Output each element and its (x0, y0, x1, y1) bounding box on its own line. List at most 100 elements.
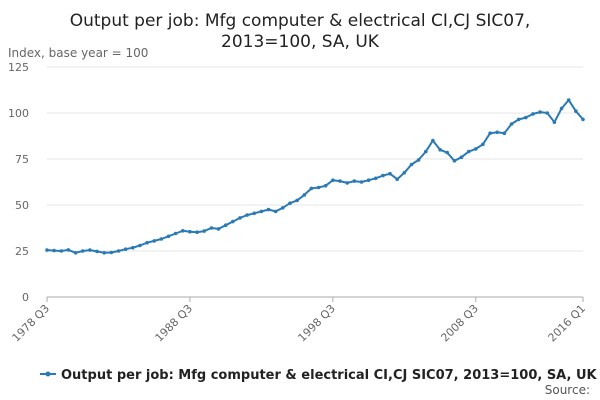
data-point[interactable] (395, 177, 400, 181)
series-group (45, 98, 585, 255)
data-point[interactable] (552, 120, 557, 124)
chart-title-line-1: Output per job: Mfg computer & electrica… (70, 11, 531, 31)
data-point[interactable] (216, 227, 221, 231)
data-point[interactable] (381, 173, 385, 178)
data-point[interactable] (366, 178, 371, 182)
data-point[interactable] (516, 117, 521, 122)
data-point[interactable] (281, 206, 285, 210)
data-point[interactable] (388, 171, 392, 176)
data-point[interactable] (202, 229, 206, 233)
data-point[interactable] (416, 158, 421, 162)
y-tick-label: 25 (15, 245, 29, 258)
data-point[interactable] (131, 245, 135, 250)
source-label: Source: (545, 383, 590, 397)
data-point[interactable] (531, 112, 535, 116)
data-point[interactable] (402, 171, 407, 175)
data-point[interactable] (345, 181, 350, 185)
data-point[interactable] (66, 248, 71, 252)
data-point[interactable] (559, 106, 564, 111)
data-point[interactable] (524, 115, 528, 120)
x-tick-label: 1998 Q3 (295, 302, 338, 345)
y-tick-label: 0 (22, 291, 29, 304)
data-point[interactable] (166, 234, 171, 239)
x-tick-label: 1978 Q3 (10, 302, 53, 345)
data-point[interactable] (95, 249, 99, 254)
data-point[interactable] (52, 248, 56, 253)
data-point[interactable] (409, 162, 414, 167)
data-point[interactable] (173, 231, 178, 236)
data-point[interactable] (323, 183, 328, 188)
data-point[interactable] (373, 176, 378, 181)
data-point[interactable] (259, 209, 264, 214)
data-point[interactable] (431, 138, 435, 143)
data-point[interactable] (474, 147, 478, 151)
data-point[interactable] (252, 211, 257, 216)
data-point[interactable] (138, 243, 142, 248)
data-point[interactable] (238, 216, 242, 220)
data-point[interactable] (359, 180, 364, 184)
data-point[interactable] (223, 223, 228, 227)
y-tick-label: 100 (8, 107, 29, 120)
data-point[interactable] (109, 250, 114, 255)
data-point[interactable] (495, 130, 500, 135)
data-point[interactable] (459, 155, 464, 159)
series-line (46, 99, 584, 254)
legend[interactable]: Output per job: Mfg computer & electrica… (40, 368, 598, 383)
data-point[interactable] (266, 207, 271, 212)
y-tick-label: 125 (8, 61, 29, 74)
x-tick-label: 2016 Q1 (546, 302, 589, 345)
data-point[interactable] (445, 150, 450, 155)
data-point[interactable] (195, 230, 199, 234)
data-point[interactable] (538, 110, 542, 114)
data-point[interactable] (488, 131, 492, 135)
x-tick-label: 1988 Q3 (153, 302, 196, 345)
data-point[interactable] (309, 186, 314, 191)
data-point[interactable] (566, 98, 571, 102)
data-point[interactable] (152, 239, 156, 243)
data-point[interactable] (316, 185, 321, 190)
data-point[interactable] (102, 251, 106, 255)
x-tick-labels: 1978 Q3 1988 Q3 1998 Q3 2008 Q3 2016 Q1 (10, 297, 589, 345)
data-point[interactable] (502, 131, 507, 135)
data-point[interactable] (73, 251, 78, 255)
legend-entry-label: Output per job: Mfg computer & electrica… (61, 368, 598, 383)
data-point[interactable] (481, 142, 485, 147)
data-point[interactable] (123, 247, 128, 251)
y-tick-labels: 0 25 50 75 100 125 (8, 61, 29, 304)
data-point[interactable] (88, 248, 92, 252)
chart-title-line-2: 2013=100, SA, UK (221, 32, 380, 52)
data-point[interactable] (245, 213, 249, 217)
y-tick-label: 50 (15, 199, 29, 212)
data-point[interactable] (509, 122, 514, 126)
data-point[interactable] (545, 111, 550, 115)
data-point[interactable] (581, 117, 585, 122)
data-point[interactable] (188, 229, 192, 234)
data-point[interactable] (45, 248, 49, 252)
data-point[interactable] (145, 240, 149, 245)
data-point[interactable] (302, 193, 307, 197)
data-point[interactable] (159, 237, 164, 241)
data-point[interactable] (116, 249, 121, 253)
data-point[interactable] (466, 149, 471, 154)
x-tick-label: 2008 Q3 (438, 302, 481, 345)
legend-dot-marker (45, 371, 51, 377)
data-point[interactable] (331, 178, 335, 182)
y-axis-label: Index, base year = 100 (8, 46, 148, 60)
data-point[interactable] (181, 229, 185, 233)
data-point[interactable] (438, 148, 442, 152)
data-point[interactable] (80, 249, 85, 253)
data-point[interactable] (59, 249, 64, 253)
data-point[interactable] (452, 159, 457, 163)
data-point[interactable] (231, 219, 235, 224)
data-point[interactable] (424, 149, 428, 154)
gridlines (47, 66, 583, 298)
y-tick-label: 75 (15, 153, 29, 166)
data-point[interactable] (574, 109, 578, 113)
data-point[interactable] (295, 198, 299, 203)
data-point[interactable] (209, 226, 214, 230)
data-point[interactable] (352, 179, 357, 183)
data-point[interactable] (273, 209, 278, 214)
data-point[interactable] (288, 201, 292, 205)
data-point[interactable] (338, 179, 342, 183)
